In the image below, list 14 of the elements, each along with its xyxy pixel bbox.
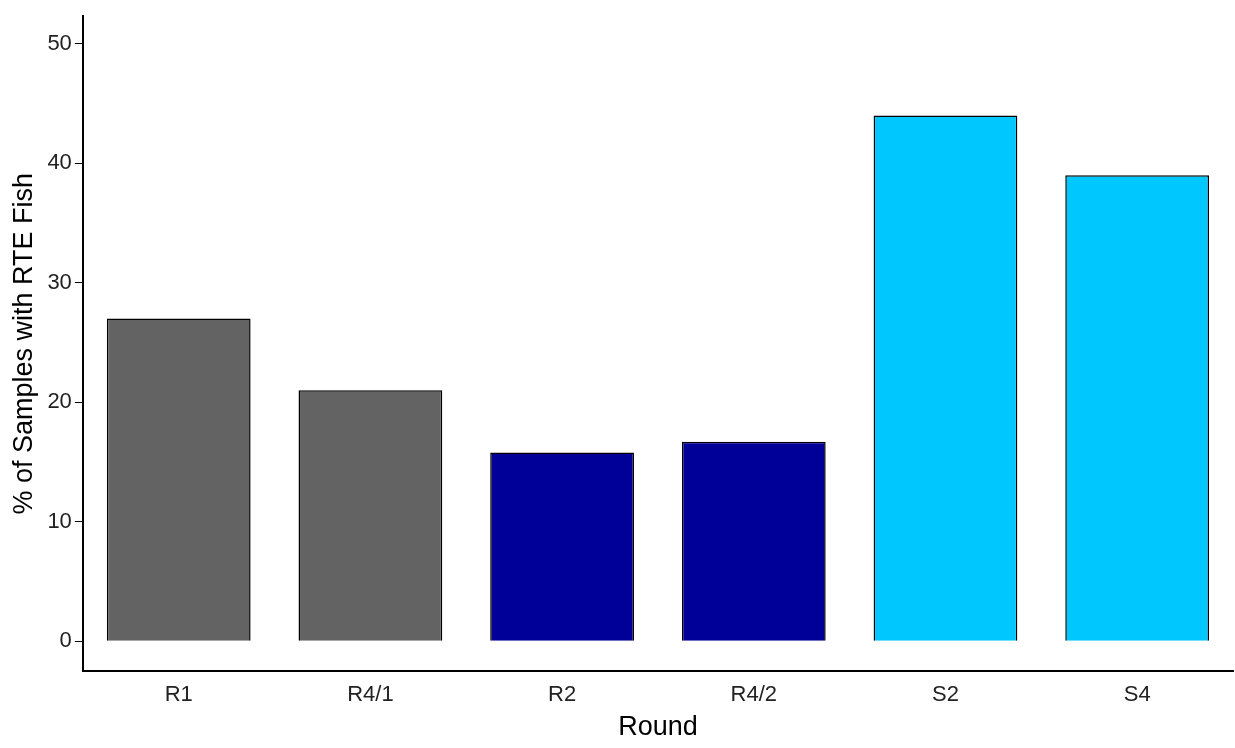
y-tick-label: 0 <box>59 627 72 653</box>
x-tick-label: S4 <box>1123 681 1151 707</box>
y-tick-label: 40 <box>47 149 72 175</box>
y-tick-label: 50 <box>47 29 72 55</box>
x-tick-label: R1 <box>164 681 193 707</box>
y-tick-label: 20 <box>47 388 72 414</box>
y-tick-label: 30 <box>47 268 72 294</box>
y-axis-title: % of Samples with RTE Fish <box>7 172 38 515</box>
x-tick-label: R4/2 <box>730 681 778 707</box>
y-tick-label: 10 <box>47 507 72 533</box>
x-tick-label: S2 <box>932 681 959 707</box>
x-tick-label: R2 <box>548 681 577 707</box>
x-tick-label: R4/1 <box>347 681 394 707</box>
x-axis-title: Round <box>618 711 698 742</box>
